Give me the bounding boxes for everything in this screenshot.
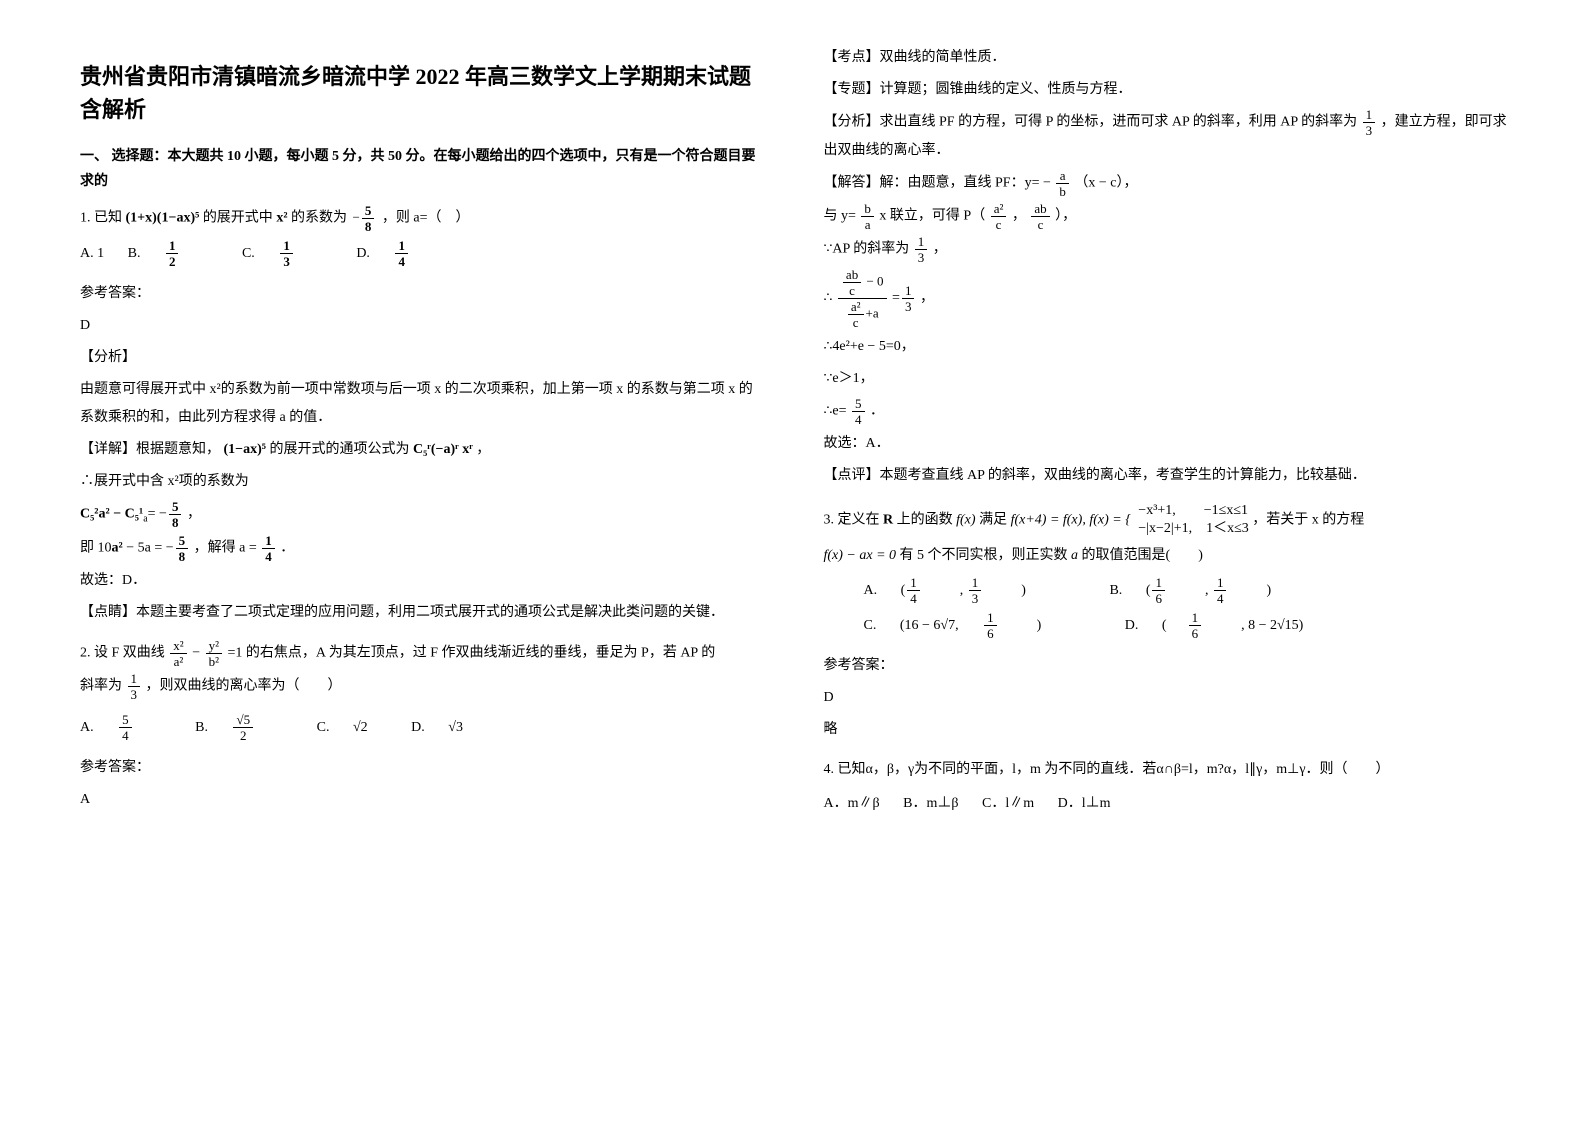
q2-jieda: 【解答】解：由题意，直线 PF：y= − ab （x − c）， — [824, 169, 1508, 198]
q4-optD: D．l⊥m — [1058, 796, 1111, 811]
q1-point: 【点睛】本题主要考查了二项式定理的应用问题，利用二项式展开式的通项公式是解决此类… — [80, 599, 764, 627]
q1-stem: 1. 已知 (1+x)(1−ax)⁵ 的展开式中 x² 的系数为 −58 ，则 … — [80, 204, 764, 233]
q2-stem-line2: 斜率为 13 ，则双曲线的离心率为（ ） — [80, 672, 764, 701]
q1-detail: 【详解】根据题意知， (1−ax)⁵ 的展开式的通项公式为 C₅ʳ(−a)ʳ x… — [80, 436, 764, 464]
q4-options: A．m∥β B．m⊥β C．l∥m D．l⊥m — [824, 790, 1508, 818]
q2-l6: ∵e＞1， — [824, 365, 1508, 393]
q2-optA: A. 54 — [80, 720, 172, 735]
q2-optB: B. √52 — [195, 720, 293, 735]
q2-answer: A — [80, 786, 764, 814]
q1-l3: 即 10a² − 5a = −58 ，解得 a = 14 ． — [80, 534, 764, 563]
q4-optA: A．m∥β — [824, 796, 880, 811]
q2-options: A. 54 B. √52 C. √2 D. √3 — [80, 713, 764, 742]
q4-stem: 4. 已知α，β，γ为不同的平面，l，m 为不同的直线．若α∩β=l，m?α，l… — [824, 756, 1508, 784]
left-column: 贵州省贵阳市清镇暗流乡暗流中学 2022 年高三数学文上学期期末试题含解析 一、… — [80, 40, 764, 824]
q2-l4: ∴ abc − 0 a²c+a =13 ， — [824, 268, 1508, 329]
q1-stem-after: 的系数为 — [291, 211, 347, 226]
q3-optC: C. (16 − 6√7, 16) — [864, 618, 1062, 633]
q1-optD: D. 14 — [356, 246, 448, 261]
q3-brief: 略 — [824, 716, 1508, 744]
q1-detail-expr: (1−ax)⁵ — [224, 442, 267, 457]
q3-cond: f(x+4) = f(x), f(x) = { — [1011, 512, 1131, 527]
q1-optB: B. 12 — [128, 246, 219, 261]
q2-optC: C. √2 — [317, 720, 388, 735]
q1-answer: D — [80, 312, 764, 340]
q3-a: a — [1071, 548, 1078, 563]
q2-l2: 与 y= ba x 联立，可得 P（ a²c ， abc ）， — [824, 202, 1508, 231]
q4-optB: B．m⊥β — [903, 796, 958, 811]
q1-answer-label: 参考答案： — [80, 280, 764, 308]
q1-detail-term: C₅ʳ(−a)ʳ xʳ — [413, 442, 473, 457]
q2-optD: D. √3 — [411, 720, 483, 735]
exam-title: 贵州省贵阳市清镇暗流乡暗流中学 2022 年高三数学文上学期期末试题含解析 — [80, 60, 764, 126]
q3-optB: B. (16, 14) — [1109, 583, 1271, 598]
q1-l2: C₅²a² − C₅¹a= −58 ， — [80, 500, 764, 530]
q3-stem: 3. 定义在 R 上的函数 f(x) 满足 f(x+4) = f(x), f(x… — [824, 502, 1508, 538]
q2-answer-label: 参考答案： — [80, 754, 764, 782]
q1-stem-x2: x² — [276, 211, 287, 226]
q2-fenxi: 【分析】求出直线 PF 的方程，可得 P 的坐标，进而可求 AP 的斜率，利用 … — [824, 108, 1508, 165]
q3-optD: D. (16, 8 − 2√15) — [1125, 618, 1324, 633]
q3-line2: f(x) − ax = 0 有 5 个不同实根，则正实数 a 的取值范围是( ) — [824, 542, 1508, 570]
q2-kaodian: 【考点】双曲线的简单性质． — [824, 44, 1508, 72]
q2-l7: ∴e= 54 ． — [824, 397, 1508, 426]
q3-answer: D — [824, 684, 1508, 712]
q2-l3: ∵AP 的斜率为 13 ， — [824, 235, 1508, 264]
q2-zhuanti: 【专题】计算题；圆锥曲线的定义、性质与方程． — [824, 76, 1508, 104]
q3-options-row1: A. (14, 13) B. (16, 14) — [864, 576, 1508, 605]
q4-optC: C．l∥m — [982, 796, 1034, 811]
q1-analysis-text: 由题意可得展开式中 x²的系数为前一项中常数项与后一项 x 的二次项乘积，加上第… — [80, 376, 764, 432]
q3-fx: f(x) — [956, 512, 975, 527]
q3-options-row2: C. (16 − 6√7, 16) D. (16, 8 − 2√15) — [864, 611, 1508, 640]
q1-analysis-label: 【分析】 — [80, 344, 764, 372]
q1-stem-mid: 的展开式中 — [203, 211, 273, 226]
q2-dianping: 【点评】本题考查直线 AP 的斜率，双曲线的离心率，考查学生的计算能力，比较基础… — [824, 462, 1508, 490]
q1-l1: ∴展开式中含 x²项的系数为 — [80, 468, 764, 496]
q1-options: A. 1 B. 12 C. 13 D. 14 — [80, 239, 764, 268]
q1-optA: A. 1 — [80, 246, 104, 261]
q1-stem-tail: ，则 a=（ ） — [382, 211, 470, 226]
q2-l8: 故选：A． — [824, 430, 1508, 458]
q1-stem-expr: (1+x)(1−ax)⁵ — [126, 211, 200, 226]
section-1-heading: 一、 选择题：本大题共 10 小题，每小题 5 分，共 50 分。在每小题给出的… — [80, 144, 764, 194]
q2-stem: 2. 设 F 双曲线 x²a² − y²b² =1 的右焦点，A 为其左顶点，过… — [80, 639, 764, 668]
q1-l4: 故选：D． — [80, 567, 764, 595]
q1-stem-pre: 1. 已知 — [80, 211, 122, 226]
q1-optC: C. 13 — [242, 246, 333, 261]
q3-optA: A. (14, 13) — [864, 583, 1026, 598]
q2-l5: ∴4e²+e − 5=0， — [824, 333, 1508, 361]
q3-answer-label: 参考答案： — [824, 652, 1508, 680]
right-column: 【考点】双曲线的简单性质． 【专题】计算题；圆锥曲线的定义、性质与方程． 【分析… — [824, 40, 1508, 824]
q3-eq: f(x) − ax = 0 — [824, 548, 897, 563]
frac-neg-5-8: −58 — [353, 204, 377, 233]
q3-R: R — [883, 512, 893, 527]
